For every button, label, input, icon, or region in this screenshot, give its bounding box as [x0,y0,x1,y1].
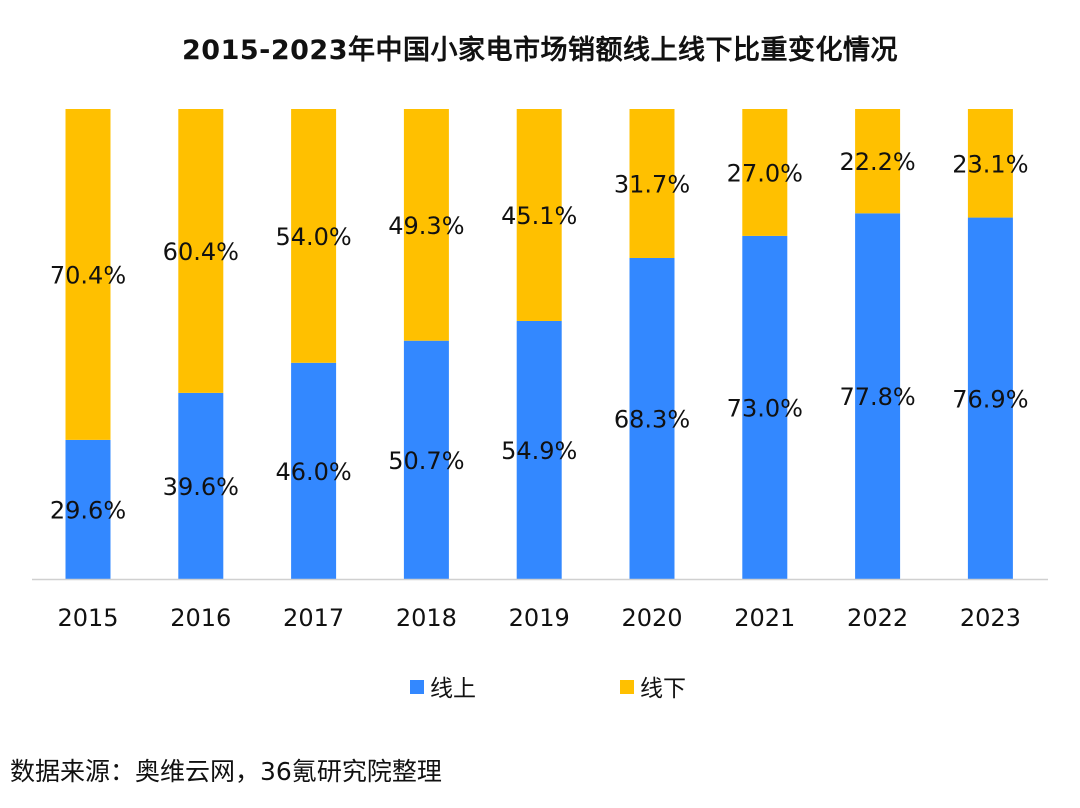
x-tick-label-2018: 2018 [396,604,457,632]
data-label-offline-2018: 49.3% [388,212,464,240]
data-label-online-2020: 68.3% [614,405,690,433]
stacked-bar-chart: 29.6% 70.4% 39.6% 60.4% 46.0% 54.0% 50.7% 49.3%… [32,109,1048,702]
legend-item-online: 线上 [410,676,476,702]
data-label-online-2023: 76.9% [952,385,1028,413]
x-tick-labels: 2015 2016 2017 2018 2019 2020 2021 2022 2023 [57,604,1020,632]
data-label-online-2015: 29.6% [50,496,126,524]
legend-item-offline: 线下 [620,676,686,702]
data-label-online-2019: 54.9% [501,437,577,465]
bar-online-2015 [65,439,111,579]
bar-offline-2015 [65,109,111,440]
bar-offline-2023 [967,109,1013,218]
data-label-offline-2016: 60.4% [163,238,239,266]
data-label-offline-2020: 31.7% [614,170,690,198]
data-label-offline-2023: 23.1% [952,150,1028,178]
bar-online-2022 [855,213,901,579]
bar-online-2020 [629,257,675,579]
bar-offline-2020 [629,109,675,258]
bar-online-2017 [291,362,337,579]
bar-labels-group: 29.6% 70.4% 39.6% 60.4% 46.0% 54.0% 50.7% 49.3%… [50,148,1029,524]
data-label-online-2016: 39.6% [163,473,239,501]
x-tick-label-2021: 2021 [734,604,795,632]
data-label-offline-2019: 45.1% [501,202,577,230]
bar-online-2021 [742,235,788,579]
data-label-offline-2022: 22.2% [839,148,915,176]
legend-swatch-offline [620,680,634,694]
bar-offline-2022 [855,109,901,214]
x-tick-label-2022: 2022 [847,604,908,632]
bar-offline-2016 [178,109,224,393]
x-tick-label-2016: 2016 [170,604,231,632]
bar-offline-2021 [742,109,788,236]
legend-label-offline: 线下 [640,676,686,702]
x-tick-label-2015: 2015 [57,604,118,632]
x-tick-label-2020: 2020 [621,604,682,632]
bar-online-2019 [516,320,562,579]
data-label-offline-2015: 70.4% [50,261,126,289]
bars-group [65,109,1013,579]
x-tick-label-2017: 2017 [283,604,344,632]
legend-swatch-online [410,680,424,694]
bar-online-2016 [178,392,224,579]
data-label-offline-2021: 27.0% [727,159,803,187]
chart-title: 2015-2023年中国小家电市场销额线上线下比重变化情况 [182,35,898,66]
bar-online-2018 [403,340,449,579]
legend-label-online: 线上 [430,676,476,702]
data-label-online-2018: 50.7% [388,447,464,475]
bar-offline-2019 [516,109,562,321]
legend: 线上 线下 [410,676,686,702]
x-tick-label-2019: 2019 [509,604,570,632]
data-label-offline-2017: 54.0% [275,223,351,251]
data-label-online-2017: 46.0% [275,458,351,486]
source-note: 数据来源：奥维云网，36氪研究院整理 [10,757,442,786]
data-label-online-2022: 77.8% [839,383,915,411]
bar-online-2023 [967,217,1013,579]
bar-offline-2017 [291,109,337,363]
x-tick-label-2023: 2023 [960,604,1021,632]
bar-offline-2018 [403,109,449,341]
data-label-online-2021: 73.0% [727,394,803,422]
